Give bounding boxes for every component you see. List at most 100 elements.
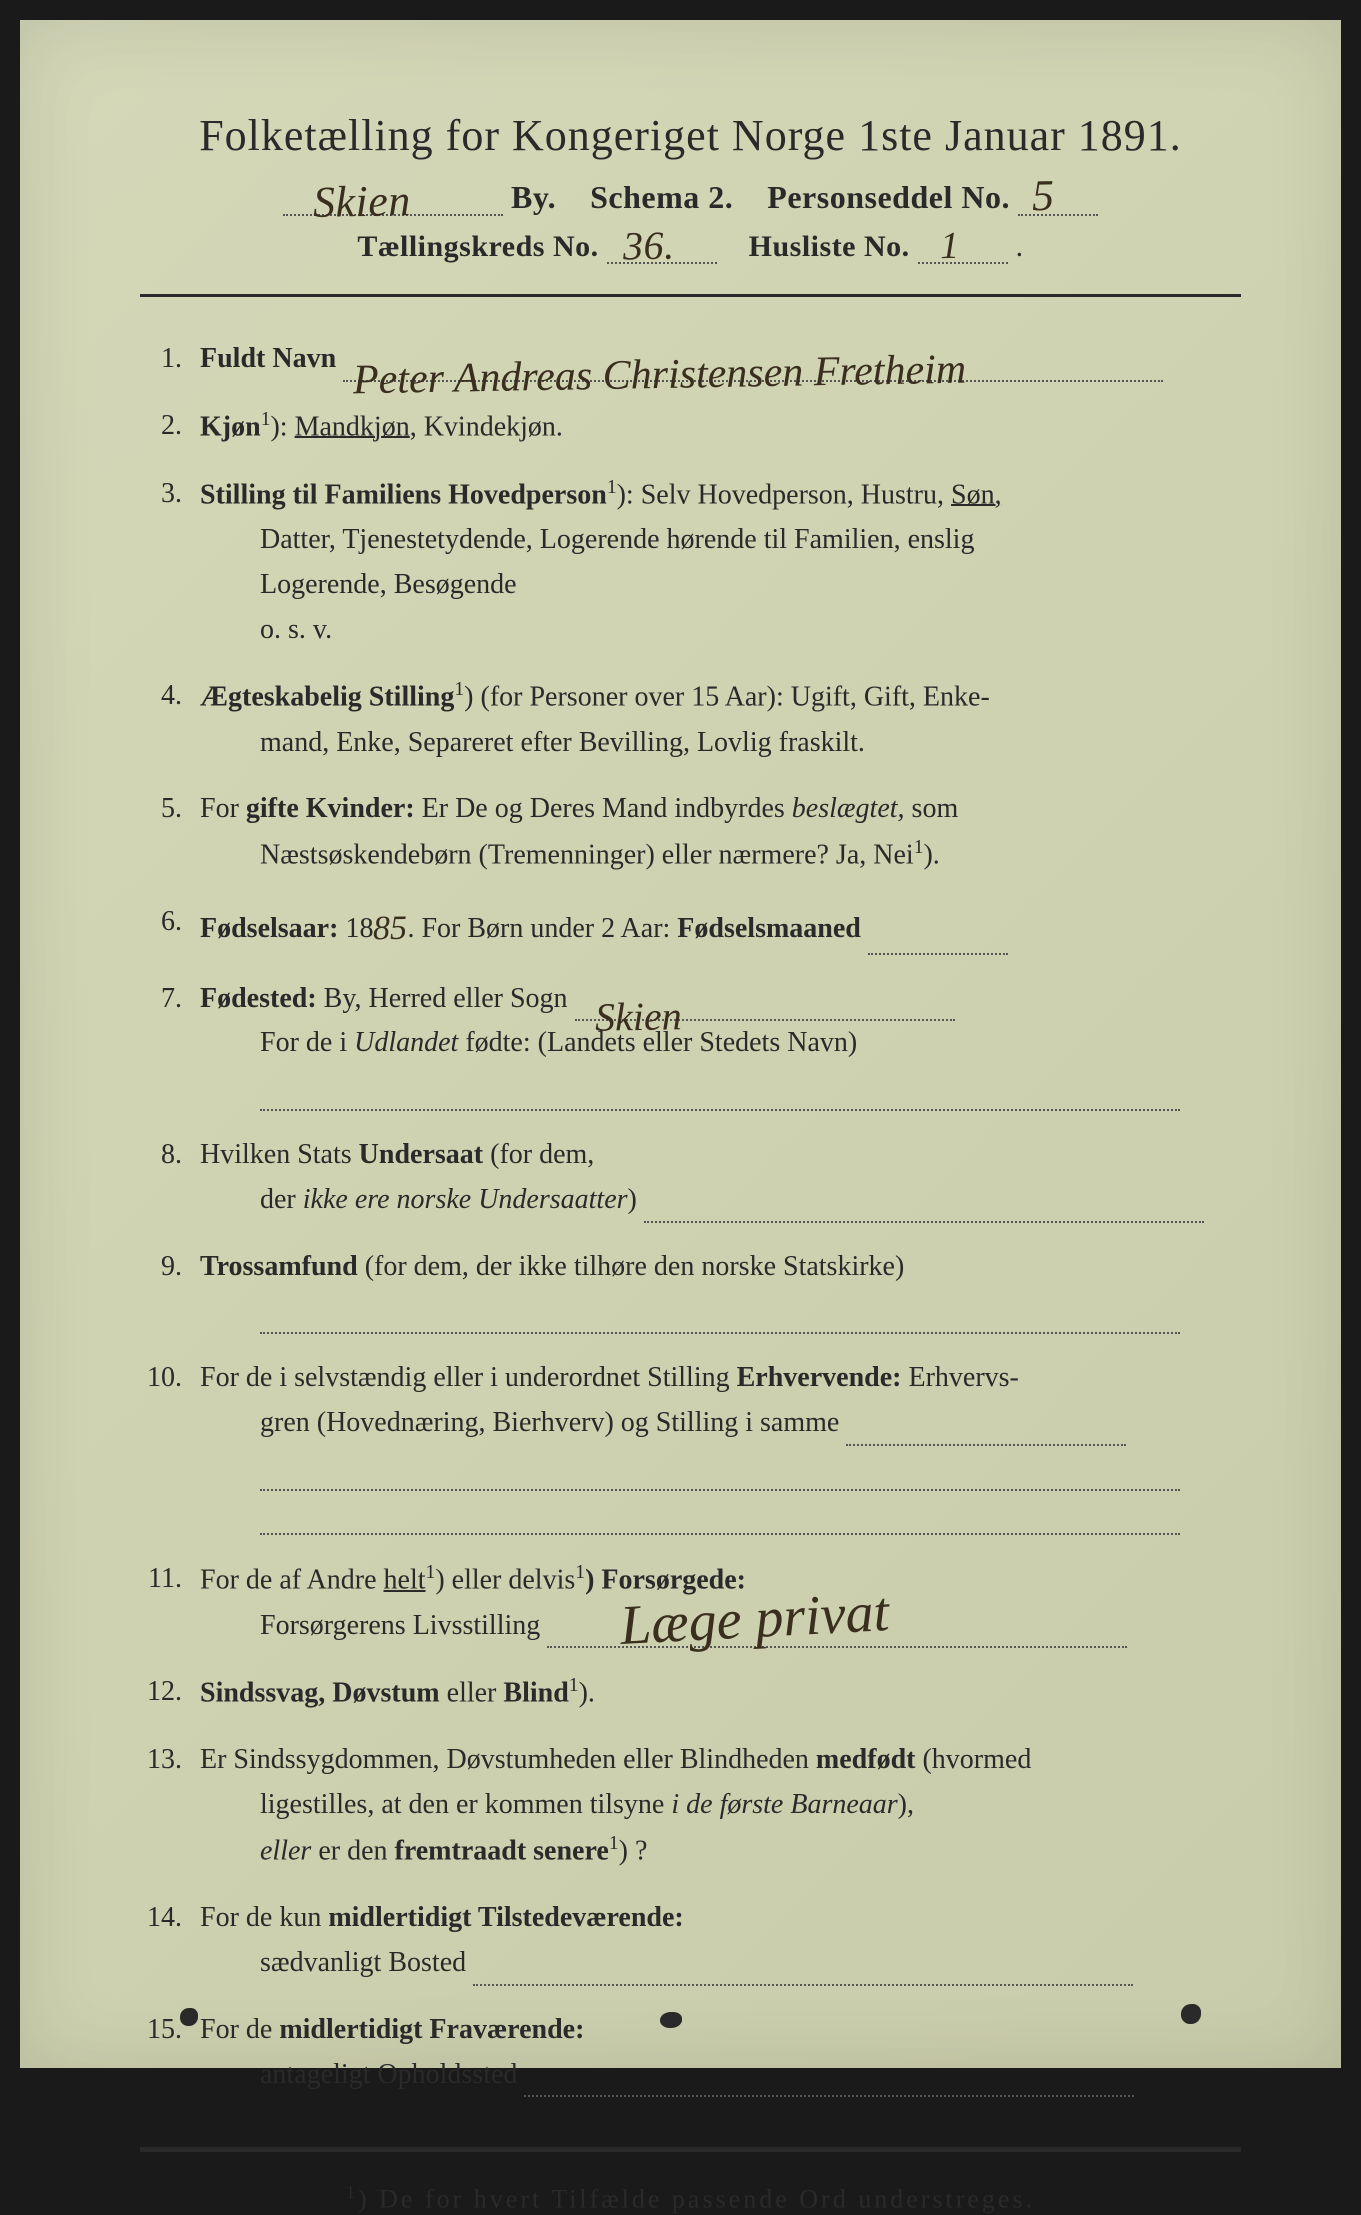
- fodselsaar-label: Fødselsaar:: [200, 913, 338, 944]
- city-handwritten: Skien: [312, 175, 411, 228]
- kvindekjon-text: , Kvindekjøn.: [410, 411, 563, 442]
- husliste-no-field: 1: [918, 236, 1008, 264]
- entry-num: 4.: [140, 674, 200, 765]
- entry-5: 5. For gifte Kvinder: Er De og Deres Man…: [140, 787, 1241, 878]
- livsstilling-handwritten: Læge privat: [618, 1568, 891, 1672]
- entry-num: 9.: [140, 1245, 200, 1335]
- mandkjon-underlined: Mandkjøn: [295, 411, 410, 442]
- entry-body: For gifte Kvinder: Er De og Deres Mand i…: [200, 787, 1241, 878]
- aegteskab-cont1: mand, Enke, Separeret efter Bevilling, L…: [200, 721, 1241, 766]
- sindssvag-label: Sindssvag, Døvstum: [200, 1678, 440, 1709]
- entry-num: 6.: [140, 900, 200, 954]
- husliste-no-handwritten: 1: [939, 224, 959, 268]
- entry-num: 12.: [140, 1670, 200, 1716]
- fodested-cont1: For de i Udlandet fødte: (Landets eller …: [200, 1021, 1241, 1066]
- stilling-label: Stilling til Familiens Hovedperson: [200, 479, 607, 510]
- personseddel-label: Personseddel No.: [767, 179, 1010, 215]
- footnote: 1) De for hvert Tilfælde passende Ord un…: [140, 2182, 1241, 2215]
- entry-num: 14.: [140, 1896, 200, 1986]
- entry-num: 11.: [140, 1557, 200, 1648]
- fodested-handwritten: Skien: [594, 985, 682, 1051]
- stilling-options: ): Selv Hovedperson, Hustru,: [617, 479, 951, 510]
- header-line-2: Skien By. Schema 2. Personseddel No. 5: [140, 179, 1241, 216]
- kjon-label: Kjøn: [200, 411, 261, 442]
- blind-label: Blind: [503, 1678, 568, 1709]
- entry-1: 1. Fuldt Navn Peter Andreas Christensen …: [140, 337, 1241, 382]
- bosted-field: [473, 1984, 1133, 1986]
- entry-9: 9. Trossamfund (for dem, der ikke tilhør…: [140, 1245, 1241, 1335]
- entry-body: Sindssvag, Døvstum eller Blind1).: [200, 1670, 1241, 1716]
- son-underlined: Søn,: [951, 479, 1002, 510]
- census-form-page: Folketælling for Kongeriget Norge 1ste J…: [20, 20, 1341, 2068]
- trossamfund-field: [260, 1332, 1180, 1334]
- entry-body: Er Sindssygdommen, Døvstumheden eller Bl…: [200, 1738, 1241, 1874]
- year-handwritten: 85: [373, 902, 408, 957]
- entry-7: 7. Fødested: By, Herred eller Sogn Skien…: [140, 977, 1241, 1111]
- page-title: Folketælling for Kongeriget Norge 1ste J…: [140, 110, 1241, 161]
- kreds-no-field: 36.: [607, 236, 717, 264]
- entry-body: Ægteskabelig Stilling1) (for Personer ov…: [200, 674, 1241, 765]
- maaned-field: [868, 953, 1008, 955]
- fodested-field: Skien: [575, 1019, 955, 1021]
- entry-num: 13.: [140, 1738, 200, 1874]
- erhvervende-cont1: gren (Hovednæring, Bierhverv) og Stillin…: [200, 1401, 1241, 1446]
- aegteskab-text: ) (for Personer over 15 Aar): Ugift, Gif…: [464, 682, 990, 713]
- schema-label: Schema 2.: [590, 179, 733, 215]
- entry-num: 5.: [140, 787, 200, 878]
- entry-num: 7.: [140, 977, 200, 1111]
- hole-mark: [1181, 2004, 1201, 2024]
- entry-body: Hvilken Stats Undersaat (for dem, der ik…: [200, 1133, 1241, 1223]
- entry-body: For de kun midlertidigt Tilstedeværende:…: [200, 1896, 1241, 1986]
- entry-body: Trossamfund (for dem, der ikke tilhøre d…: [200, 1245, 1241, 1335]
- entry-4: 4. Ægteskabelig Stilling1) (for Personer…: [140, 674, 1241, 765]
- entry-body: Stilling til Familiens Hovedperson1): Se…: [200, 472, 1241, 653]
- entry-num: 3.: [140, 472, 200, 653]
- undersaat-cont1: der ikke ere norske Undersaatter): [200, 1178, 1241, 1223]
- gifte-label: gifte Kvinder:: [246, 793, 415, 824]
- entry-10: 10. For de i selvstændig eller i underor…: [140, 1356, 1241, 1535]
- header-divider: [140, 294, 1241, 297]
- header-line-3: Tællingskreds No. 36. Husliste No. 1 .: [140, 230, 1241, 264]
- entry-body: Fødested: By, Herred eller Sogn Skien Fo…: [200, 977, 1241, 1111]
- entry-body: Fødselsaar: 1885. For Børn under 2 Aar: …: [200, 900, 1241, 954]
- personseddel-no-field: 5: [1018, 188, 1098, 216]
- fodested-label: Fødested:: [200, 983, 317, 1014]
- entry-15: 15. For de midlertidigt Fraværende: anta…: [140, 2008, 1241, 2098]
- husliste-label: Husliste No.: [749, 230, 910, 263]
- erhverv-field-3: [260, 1533, 1180, 1535]
- entry-body: Fuldt Navn Peter Andreas Christensen Fre…: [200, 337, 1241, 382]
- entry-num: 8.: [140, 1133, 200, 1223]
- stilling-cont2: Logerende, Besøgende: [200, 563, 1241, 608]
- entry-6: 6. Fødselsaar: 1885. For Børn under 2 Aa…: [140, 900, 1241, 954]
- trossamfund-label: Trossamfund: [200, 1251, 358, 1282]
- entry-12: 12. Sindssvag, Døvstum eller Blind1).: [140, 1670, 1241, 1716]
- fravaerende-label: midlertidigt Fraværende:: [279, 2014, 584, 2045]
- entry-3: 3. Stilling til Familiens Hovedperson1):…: [140, 472, 1241, 653]
- e13-cont2: eller er den fremtraadt senere1) ?: [200, 1828, 1241, 1874]
- undersaat-field: [644, 1221, 1204, 1223]
- entry-14: 14. For de kun midlertidigt Tilstedevære…: [140, 1896, 1241, 1986]
- by-label: By.: [511, 179, 556, 215]
- entry-body: For de i selvstændig eller i underordnet…: [200, 1356, 1241, 1535]
- erhvervende-label: Erhvervende:: [737, 1362, 902, 1393]
- entry-body: For de midlertidigt Fraværende: antageli…: [200, 2008, 1241, 2098]
- e15-cont1: antageligt Opholdssted: [200, 2053, 1241, 2098]
- undersaat-label: Undersaat: [359, 1139, 483, 1170]
- tilstedevaerende-label: midlertidigt Tilstedeværende:: [328, 1902, 683, 1933]
- footer-divider: [140, 2147, 1241, 2152]
- e14-cont1: sædvanligt Bosted: [200, 1941, 1241, 1986]
- hole-mark: [660, 2012, 682, 2028]
- city-field: Skien: [283, 188, 503, 216]
- entry-8: 8. Hvilken Stats Undersaat (for dem, der…: [140, 1133, 1241, 1223]
- name-field: Peter Andreas Christensen Fretheim: [343, 380, 1163, 382]
- fuldt-navn-label: Fuldt Navn: [200, 343, 336, 374]
- kreds-no-handwritten: 36.: [622, 222, 674, 270]
- e13-cont1: ligestilles, at den er kommen tilsyne i …: [200, 1783, 1241, 1828]
- entry-11: 11. For de af Andre helt1) eller delvis1…: [140, 1557, 1241, 1648]
- opholdssted-field: [524, 2095, 1134, 2097]
- entry-num: 2.: [140, 404, 200, 450]
- entry-2: 2. Kjøn1): Mandkjøn, Kvindekjøn.: [140, 404, 1241, 450]
- aegteskab-label: Ægteskabelig Stilling: [200, 682, 454, 713]
- kreds-label: Tællingskreds No.: [357, 230, 598, 263]
- personseddel-no-handwritten: 5: [1032, 170, 1055, 221]
